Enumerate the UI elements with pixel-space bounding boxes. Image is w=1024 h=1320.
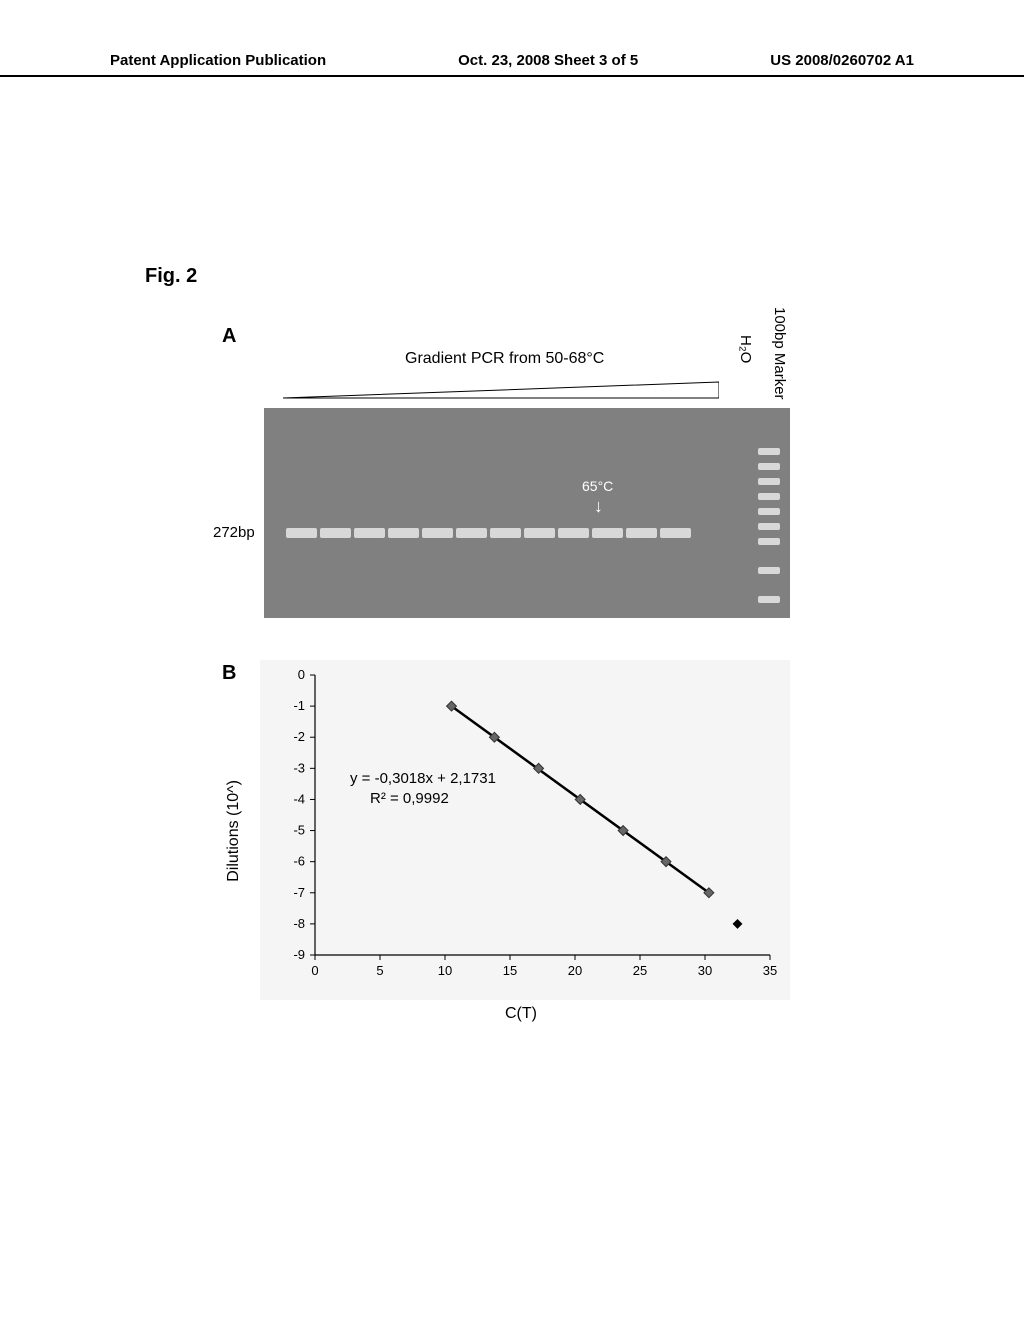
svg-text:5: 5 [376,963,383,978]
ladder-band [758,538,780,545]
svg-text:-3: -3 [293,760,305,775]
r-squared: R² = 0,9992 [370,790,449,807]
ladder-band [758,493,780,500]
chart-xlabel: C(T) [505,1005,537,1023]
gel-ladder [758,448,780,603]
gel-band [558,528,589,538]
ladder-band [758,596,780,603]
temp-callout: 65°C [582,478,613,494]
gel-band [490,528,521,538]
marker-label: 100bp Marker [771,307,788,400]
gel-band [524,528,555,538]
gel-band [388,528,419,538]
svg-text:0: 0 [311,963,318,978]
svg-text:0: 0 [298,667,305,682]
gel-band [354,528,385,538]
ladder-band [758,463,780,470]
gel-band [626,528,657,538]
gel-band [286,528,317,538]
svg-text:-5: -5 [293,823,305,838]
svg-text:10: 10 [438,963,452,978]
svg-text:15: 15 [503,963,517,978]
gel-band [422,528,453,538]
figure-label: Fig. 2 [145,265,197,288]
svg-text:30: 30 [698,963,712,978]
h2o-label: H₂O [737,335,754,363]
svg-text:35: 35 [763,963,777,978]
gel-band [320,528,351,538]
svg-text:-8: -8 [293,916,305,931]
header-right: US 2008/0260702 A1 [770,52,914,69]
ladder-band [758,508,780,515]
down-arrow-icon: ↓ [594,496,603,517]
page-header: Patent Application Publication Oct. 23, … [0,52,1024,77]
svg-text:-2: -2 [293,729,305,744]
svg-text:-4: -4 [293,791,305,806]
gel-band [660,528,691,538]
chart-svg: 0 5 10 15 20 25 30 35 0 -1 -2 -3 -4 -5 -6 -7 -8 -9 [260,660,790,1000]
ladder-band [758,567,780,574]
header-center: Oct. 23, 2008 Sheet 3 of 5 [458,52,638,69]
ladder-band [758,523,780,530]
svg-text:-7: -7 [293,885,305,900]
gel-image: 65°C ↓ [264,408,790,618]
ladder-band [758,448,780,455]
bp-size-label: 272bp [213,524,255,541]
gel-band [592,528,623,538]
gel-band [456,528,487,538]
gel-bands-row [264,528,790,544]
chart-ylabel: Dilutions (10^) [225,780,243,882]
panel-a-label: A [222,325,236,348]
panel-b-label: B [222,662,236,685]
gradient-wedge-icon [283,380,719,400]
ladder-band [758,478,780,485]
standard-curve-chart: 0 5 10 15 20 25 30 35 0 -1 -2 -3 -4 -5 -6 -7 -8 -9 y = -0… [260,660,790,1000]
svg-text:-1: -1 [293,698,305,713]
svg-text:-9: -9 [293,947,305,962]
svg-text:-6: -6 [293,854,305,869]
gradient-pcr-text: Gradient PCR from 50-68°C [405,350,604,368]
svg-text:20: 20 [568,963,582,978]
svg-text:25: 25 [633,963,647,978]
regression-equation: y = -0,3018x + 2,1731 [350,770,496,787]
header-left: Patent Application Publication [110,52,326,69]
